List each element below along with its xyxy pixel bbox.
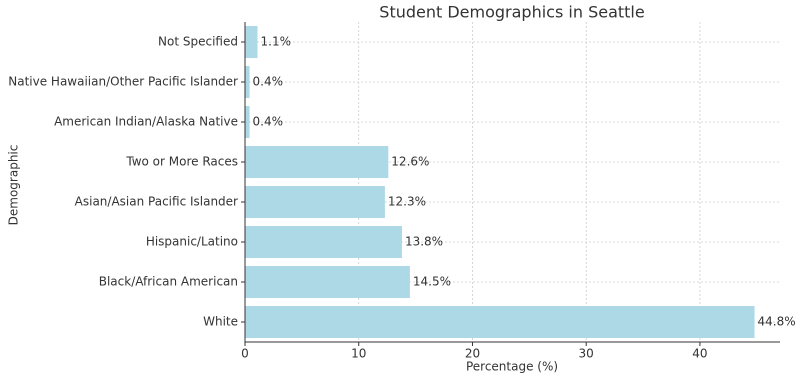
y-tick-label: Black/African American	[99, 275, 238, 289]
value-label: 12.6%	[391, 155, 429, 169]
bar	[245, 186, 385, 218]
value-label: 44.8%	[758, 315, 796, 329]
y-tick-label: Two or More Races	[125, 155, 238, 169]
value-label: 14.5%	[413, 275, 451, 289]
bar	[245, 66, 250, 98]
x-axis-label: Percentage (%)	[466, 360, 558, 374]
value-label: 0.4%	[253, 115, 284, 129]
x-tick-label: 40	[692, 347, 707, 361]
bar	[245, 306, 755, 338]
bar	[245, 266, 410, 298]
y-tick-label: Not Specified	[158, 35, 238, 49]
chart-title: Student Demographics in Seattle	[379, 3, 644, 22]
x-tick-label: 10	[351, 347, 366, 361]
bar	[245, 226, 402, 258]
x-tick-label: 30	[579, 347, 594, 361]
y-tick-label: American Indian/Alaska Native	[54, 115, 238, 129]
y-tick-label: Native Hawaiian/Other Pacific Islander	[8, 75, 238, 89]
value-label: 1.1%	[261, 35, 292, 49]
bar	[245, 146, 389, 178]
bar	[245, 26, 258, 58]
value-label: 13.8%	[405, 235, 443, 249]
bar	[245, 106, 250, 138]
x-tick-label: 20	[465, 347, 480, 361]
y-tick-label: Asian/Asian Pacific Islander	[75, 195, 238, 209]
x-tick-label: 0	[241, 347, 249, 361]
y-tick-label: Hispanic/Latino	[146, 235, 238, 249]
value-label: 0.4%	[253, 75, 284, 89]
value-label: 12.3%	[388, 195, 426, 209]
y-tick-label: White	[203, 315, 238, 329]
y-axis-label: Demographic	[7, 145, 21, 226]
